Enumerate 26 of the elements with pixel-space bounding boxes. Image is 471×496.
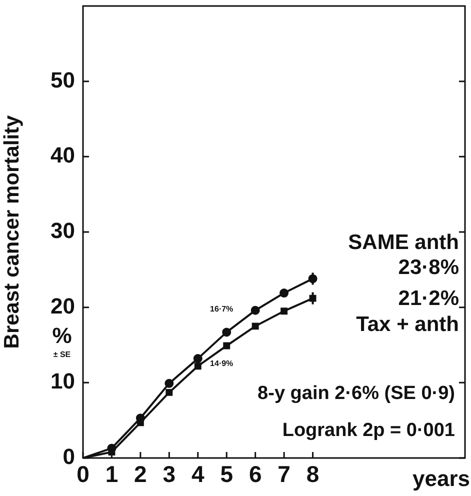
x-tick-label: 4 — [191, 461, 204, 488]
x-axis-title: years — [412, 466, 470, 492]
x-tick-label: 1 — [105, 461, 118, 488]
annotation: Logrank 2p = 0·001 — [282, 420, 456, 442]
y-tick-label: 40 — [50, 142, 75, 168]
annotation: 21·2% — [398, 286, 460, 310]
y-tick-label: 20 — [50, 293, 75, 318]
x-tick-label: 3 — [162, 461, 176, 488]
text: ± SE — [53, 350, 72, 360]
y-tick-label: 50 — [50, 67, 75, 92]
annotation: 14·9% — [210, 358, 234, 368]
x-tick-label: 7 — [278, 461, 290, 488]
legend-label: Tax + anth — [356, 312, 459, 336]
legend-label: SAME anth — [348, 230, 459, 254]
x-tick-label: 5 — [220, 461, 234, 488]
annotation: 16·7% — [210, 304, 234, 314]
y-axis-title: Breast cancer mortality — [0, 114, 24, 349]
text: % — [52, 323, 72, 348]
x-tick-label: 8 — [306, 461, 320, 488]
annotation: 23·8% — [398, 256, 460, 279]
x-tick-label: 6 — [248, 461, 262, 488]
y-tick-label: 30 — [50, 218, 75, 244]
y-tick-label: 10 — [50, 368, 75, 394]
y-tick-label: 0 — [62, 444, 75, 470]
x-tick-label: 2 — [134, 461, 147, 488]
annotation: 8-y gain 2·6% (SE 0·9) — [258, 383, 455, 404]
